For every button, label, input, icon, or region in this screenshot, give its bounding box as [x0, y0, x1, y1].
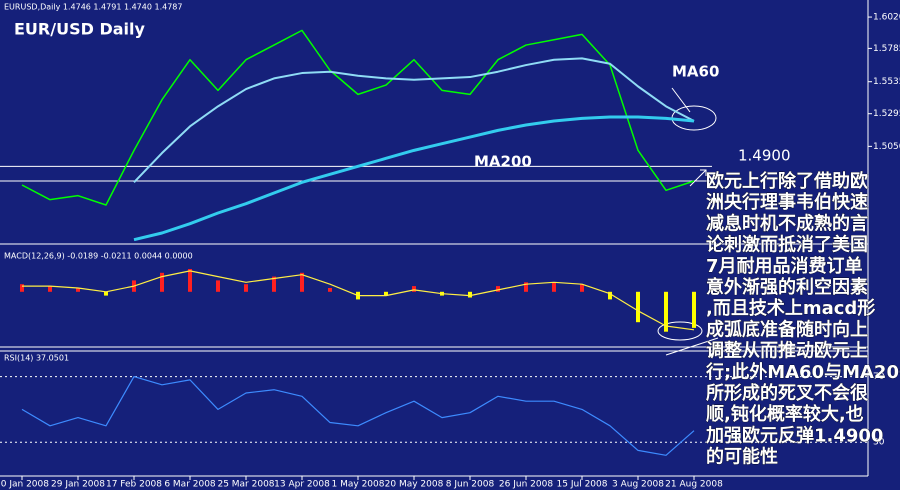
- x-tick-label: 3 Aug 2008: [612, 480, 664, 490]
- macd-bar: [300, 272, 304, 292]
- y-tick-label: 1.5535: [873, 77, 900, 87]
- macd-bar: [48, 286, 52, 292]
- annotation-line: 调整从而推动欧元上: [706, 340, 868, 362]
- x-tick-label: 21 Aug 2008: [665, 480, 723, 490]
- y-tick-label: 1.5050: [873, 142, 900, 152]
- macd-bar: [76, 288, 80, 292]
- x-tick-label: 25 Mar 2008: [217, 480, 274, 490]
- macd-bar: [664, 291, 668, 332]
- chart-title: EUR/USD Daily: [14, 20, 146, 39]
- macd-bar: [104, 291, 108, 296]
- annotation-line: 行;此外MA60与MA200: [705, 361, 900, 383]
- series-line: [133, 57, 695, 184]
- annotation-line: 顺,钝化概率较大,也: [706, 403, 864, 425]
- arrow: [689, 169, 707, 187]
- y-tick-label: 1.5295: [873, 109, 900, 119]
- annotation-line: ,而且技术上macd形: [706, 297, 875, 319]
- annotation-line: 减息时机不成熟的言: [706, 212, 868, 234]
- x-tick-label: 17 Feb 2008: [106, 480, 162, 490]
- x-tick-label: 6 Mar 2008: [164, 480, 216, 490]
- frame: [0, 0, 869, 477]
- pointer-line: [671, 87, 691, 113]
- series-line: [133, 115, 695, 242]
- annotation-line: 7月耐用品消费订单: [706, 255, 863, 277]
- macd-bar: [20, 284, 24, 292]
- annotation-line: 意外渐强的利空因素: [706, 276, 868, 298]
- pointer-line: [665, 337, 719, 356]
- macd-bar: [496, 286, 500, 292]
- rsi-title: RSI(14) 37.0501: [4, 354, 69, 363]
- macd-bar: [216, 280, 220, 292]
- annotation-line: 所形成的死叉不会很: [706, 382, 868, 404]
- annotation-line: 洲央行理事韦伯快速: [706, 191, 868, 213]
- y-tick-label: 70: [873, 372, 885, 382]
- macd-bar: [524, 282, 528, 292]
- x-tick-label: 1 May 2008: [332, 480, 385, 490]
- annotation-line: 欧元上行除了借助欧: [706, 170, 868, 192]
- macd-bar: [552, 282, 556, 292]
- rsi-line: [21, 376, 695, 456]
- macd-bar: [692, 291, 696, 328]
- macd-bar: [608, 291, 612, 300]
- x-tick-label: 29 Jan 2008: [51, 480, 105, 490]
- x-tick-label: 8 Jun 2008: [446, 480, 495, 490]
- macd-bar: [160, 272, 164, 292]
- macd-title: MACD(12,26,9) -0.0189 -0.0211 0.0044 0.0…: [4, 252, 193, 261]
- highlight-ellipse: [657, 321, 703, 341]
- annotation-line: 加强欧元反弹1.4900: [705, 424, 883, 446]
- macd-bar: [412, 286, 416, 292]
- y-tick-label: 30: [873, 438, 885, 448]
- x-tick-label: 15 Jul 2008: [557, 480, 608, 490]
- x-tick-label: 26 Jun 2008: [499, 480, 553, 490]
- x-tick-label: 13 Apr 2008: [274, 480, 330, 490]
- macd-signal: [22, 270, 695, 331]
- macd-bar: [272, 276, 276, 292]
- annotation-line: 的可能性: [706, 446, 778, 468]
- series-line: [21, 29, 695, 206]
- y-tick-label: 1.5785: [873, 44, 900, 54]
- annotation-line: 论刺激而抵消了美国: [706, 234, 868, 256]
- level-label: 1.4900: [738, 147, 791, 165]
- macd-bar: [328, 288, 332, 292]
- ma200-label: MA200: [474, 153, 532, 171]
- annotation-line: 成弧底准备随时向上: [706, 318, 868, 340]
- y-tick-label: 1.6020: [873, 13, 900, 23]
- macd-bar: [384, 291, 388, 296]
- chart-header: EURUSD,Daily 1.4746 1.4791 1.4740 1.4787: [4, 3, 183, 12]
- macd-bar: [244, 284, 248, 292]
- macd-bar: [636, 291, 640, 323]
- ma60-label: MA60: [672, 63, 719, 81]
- macd-bar: [468, 291, 472, 298]
- x-tick-label: 20 May 2008: [385, 480, 444, 490]
- macd-bar: [580, 284, 584, 292]
- x-tick-label: 10 Jan 2008: [0, 480, 49, 490]
- macd-bar: [188, 269, 192, 292]
